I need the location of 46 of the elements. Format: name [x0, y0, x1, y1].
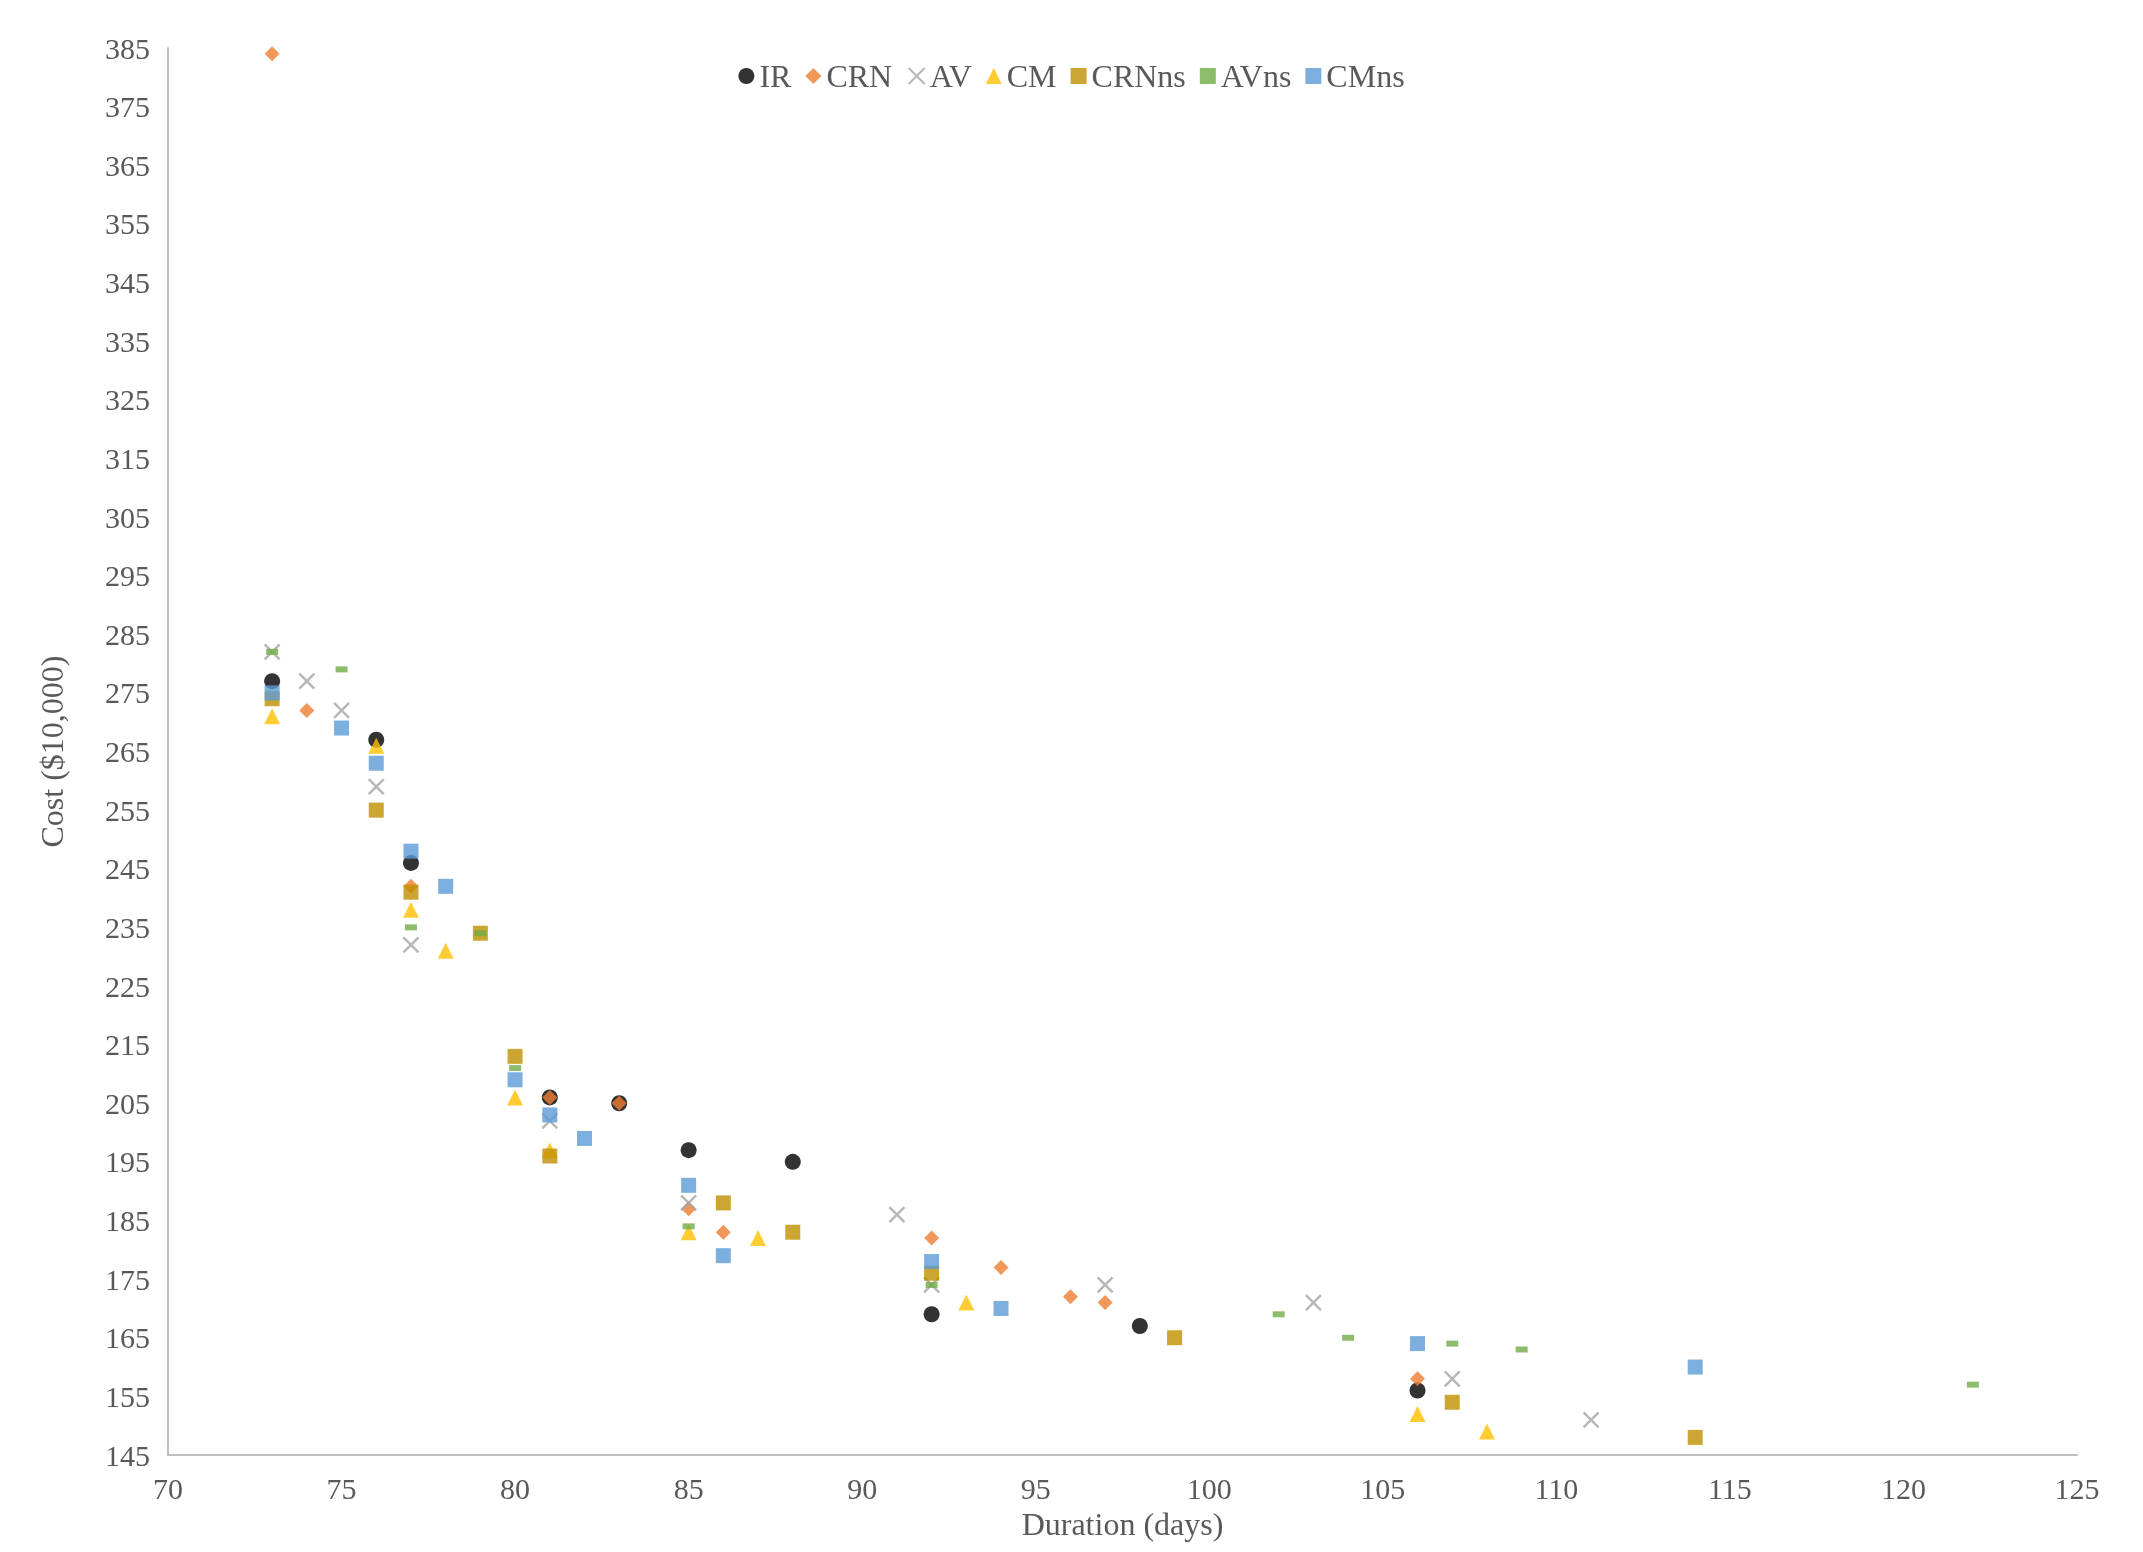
x-tick-label: 95 [1020, 1471, 1051, 1505]
y-tick-label: 255 [105, 793, 150, 827]
y-tick-label: 365 [105, 148, 150, 182]
x-tick-label: 75 [326, 1471, 357, 1505]
legend-label: CRN [826, 58, 893, 94]
x-tick-label: 100 [1186, 1471, 1232, 1505]
x-tick-label: 90 [847, 1471, 878, 1505]
x-tick-label: 110 [1534, 1471, 1579, 1505]
x-tick-label: 115 [1707, 1471, 1752, 1505]
y-tick-label: 245 [105, 852, 150, 886]
legend-label: AV [929, 58, 972, 94]
y-tick-label: 235 [105, 910, 150, 944]
x-tick-label: 105 [1360, 1471, 1406, 1505]
legend-label: IR [759, 58, 793, 94]
y-tick-label: 345 [105, 266, 150, 299]
legend-label: CRNns [1091, 58, 1186, 94]
x-axis-title: Duration (days) [1021, 1505, 1224, 1542]
y-tick-label: 315 [105, 441, 150, 475]
y-tick-label: 355 [105, 207, 150, 241]
y-tick-label: 185 [105, 1204, 150, 1237]
y-axis-title: Cost ($10,000) [34, 655, 70, 848]
y-tick-label: 175 [105, 1262, 150, 1296]
legend-label: CM [1006, 58, 1057, 94]
y-tick-label: 325 [105, 383, 150, 417]
y-tick-label: 145 [105, 1438, 150, 1472]
y-tick-label: 285 [105, 617, 150, 651]
legend-label: AVns [1220, 58, 1292, 94]
x-tick-label: 120 [1880, 1471, 1926, 1505]
y-tick-label: 275 [105, 676, 150, 710]
y-tick-label: 225 [105, 969, 150, 1003]
x-tick-label: 85 [673, 1471, 704, 1505]
y-tick-label: 305 [105, 500, 150, 534]
y-tick-label: 375 [105, 90, 150, 124]
y-tick-label: 385 [105, 31, 150, 65]
y-tick-label: 205 [105, 1086, 150, 1120]
x-tick-label: 125 [2054, 1471, 2100, 1505]
y-tick-label: 215 [105, 1028, 150, 1062]
x-tick-label: 80 [500, 1471, 531, 1505]
y-tick-label: 155 [105, 1379, 150, 1413]
legend-label: CMns [1326, 58, 1405, 94]
x-tick-label: 70 [153, 1471, 183, 1505]
y-tick-label: 165 [105, 1321, 150, 1355]
y-tick-label: 265 [105, 735, 150, 768]
y-tick-label: 195 [105, 1145, 150, 1179]
y-tick-label: 335 [105, 324, 150, 358]
y-tick-label: 295 [105, 559, 150, 593]
